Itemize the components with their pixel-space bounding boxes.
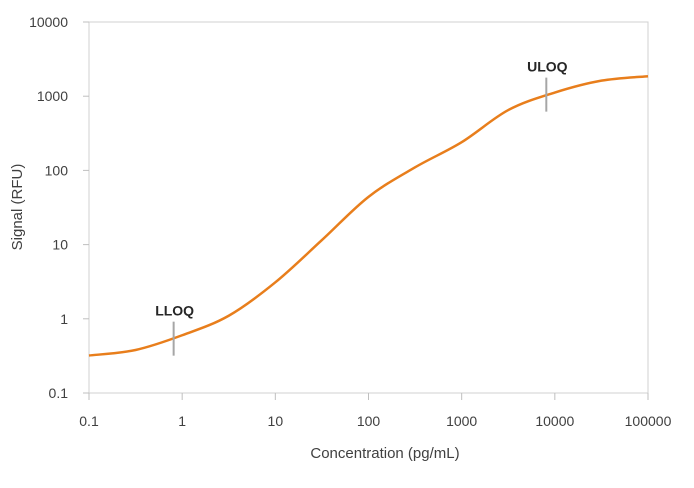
y-tick-label: 1 <box>60 311 68 327</box>
x-axis-title: Concentration (pg/mL) <box>310 445 459 462</box>
annotations: LLOQ ULOQ <box>155 59 568 356</box>
y-axis-title: Signal (RFU) <box>9 164 26 251</box>
annotation-label-uloq: ULOQ <box>527 59 568 75</box>
x-tick-label: 0.1 <box>79 413 99 429</box>
y-tick-label: 1000 <box>37 88 68 104</box>
y-tick-label: 0.1 <box>49 385 69 401</box>
x-tick-label: 100 <box>357 413 381 429</box>
x-tick-label: 10000 <box>535 413 574 429</box>
y-tick-label: 10000 <box>29 14 68 30</box>
y-tick-label: 100 <box>45 162 69 178</box>
x-tick-label: 100000 <box>625 413 672 429</box>
x-tick-label: 1000 <box>446 413 477 429</box>
x-tick-label: 1 <box>178 413 186 429</box>
y-tick-label: 10 <box>52 237 68 253</box>
x-tick-label: 10 <box>268 413 284 429</box>
annotation-label-lloq: LLOQ <box>155 303 194 319</box>
series-line <box>88 74 649 357</box>
y-axis: 0.1 1 10 100 1000 10000 <box>29 14 89 401</box>
x-axis: 0.1 1 10 100 1000 10000 100000 <box>79 393 672 429</box>
